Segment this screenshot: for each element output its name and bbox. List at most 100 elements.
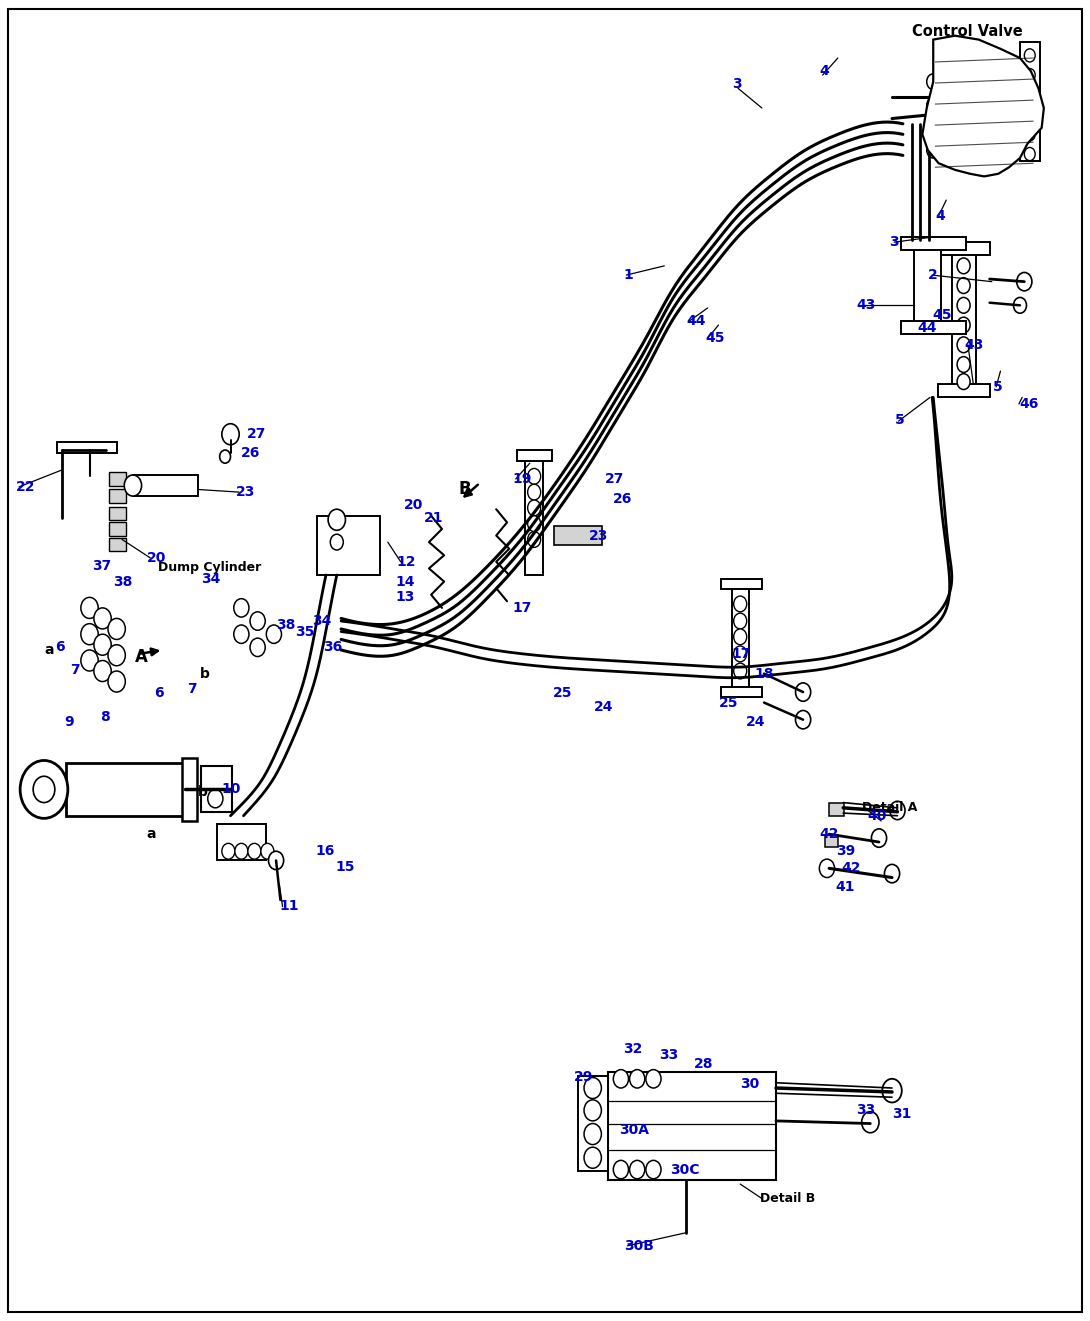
Circle shape xyxy=(33,777,54,803)
Bar xyxy=(608,1073,776,1180)
Circle shape xyxy=(871,828,886,847)
Circle shape xyxy=(926,143,940,159)
Text: 5: 5 xyxy=(993,380,1003,394)
Bar xyxy=(218,823,266,860)
Circle shape xyxy=(957,337,970,353)
Bar xyxy=(133,476,198,497)
Circle shape xyxy=(734,663,747,679)
Circle shape xyxy=(734,629,747,645)
Text: 17: 17 xyxy=(512,601,532,614)
Text: Control Valve: Control Valve xyxy=(911,24,1022,40)
Circle shape xyxy=(630,1070,645,1089)
Text: 23: 23 xyxy=(589,528,608,543)
Circle shape xyxy=(796,711,811,729)
Text: 13: 13 xyxy=(396,590,414,605)
Text: 46: 46 xyxy=(1019,398,1039,411)
Circle shape xyxy=(1025,69,1036,82)
Text: 25: 25 xyxy=(553,687,572,700)
Text: 34: 34 xyxy=(312,614,331,627)
Circle shape xyxy=(614,1070,629,1089)
Circle shape xyxy=(734,613,747,629)
Circle shape xyxy=(820,859,835,877)
Text: 27: 27 xyxy=(246,427,266,441)
Bar xyxy=(109,522,126,535)
Circle shape xyxy=(957,357,970,373)
Text: 34: 34 xyxy=(202,572,220,587)
Bar xyxy=(109,538,126,551)
Text: 30: 30 xyxy=(740,1077,760,1091)
Bar xyxy=(517,450,552,461)
Circle shape xyxy=(957,297,970,313)
Text: a: a xyxy=(146,827,156,841)
Text: 45: 45 xyxy=(932,308,952,321)
Text: 32: 32 xyxy=(623,1041,642,1055)
Text: 29: 29 xyxy=(574,1070,594,1085)
Text: 26: 26 xyxy=(614,491,632,506)
Text: 33: 33 xyxy=(857,1103,875,1118)
Circle shape xyxy=(94,634,111,655)
Text: 27: 27 xyxy=(605,472,623,486)
Circle shape xyxy=(528,515,541,531)
Text: 37: 37 xyxy=(92,559,111,573)
Bar xyxy=(720,579,762,589)
Text: 39: 39 xyxy=(836,844,855,859)
Text: b: b xyxy=(201,667,210,680)
Circle shape xyxy=(233,598,249,617)
Bar xyxy=(202,766,231,812)
Bar xyxy=(57,443,117,453)
Circle shape xyxy=(957,258,970,273)
Circle shape xyxy=(247,843,261,859)
Text: b: b xyxy=(198,785,208,799)
Circle shape xyxy=(208,790,223,808)
Circle shape xyxy=(328,509,346,530)
Circle shape xyxy=(584,1124,602,1144)
Circle shape xyxy=(81,624,98,645)
Circle shape xyxy=(94,660,111,682)
Circle shape xyxy=(222,843,234,859)
Circle shape xyxy=(957,374,970,390)
Text: 7: 7 xyxy=(187,683,197,696)
Text: Detail A: Detail A xyxy=(862,802,917,814)
Text: 43: 43 xyxy=(857,299,875,312)
Circle shape xyxy=(20,761,68,818)
Bar xyxy=(109,473,126,486)
Bar xyxy=(554,526,603,544)
Text: 4: 4 xyxy=(820,65,829,78)
Circle shape xyxy=(220,450,230,464)
Text: 10: 10 xyxy=(222,782,241,797)
Bar xyxy=(937,384,990,398)
Circle shape xyxy=(330,534,343,550)
Bar xyxy=(937,242,990,255)
Text: 20: 20 xyxy=(147,551,167,565)
Text: 18: 18 xyxy=(754,667,774,680)
Circle shape xyxy=(1025,128,1036,141)
Bar xyxy=(900,321,966,334)
Circle shape xyxy=(926,122,940,137)
Circle shape xyxy=(528,485,541,501)
Bar xyxy=(109,490,126,503)
Text: A: A xyxy=(135,647,148,666)
Text: 12: 12 xyxy=(397,555,416,569)
Text: 30B: 30B xyxy=(625,1239,654,1252)
Circle shape xyxy=(1017,272,1032,291)
Circle shape xyxy=(889,802,905,819)
Circle shape xyxy=(584,1147,602,1168)
Bar xyxy=(109,506,126,519)
Text: 11: 11 xyxy=(279,900,299,914)
Text: 44: 44 xyxy=(917,321,936,334)
Text: 14: 14 xyxy=(396,575,415,589)
Circle shape xyxy=(124,476,142,497)
Circle shape xyxy=(94,608,111,629)
Text: 38: 38 xyxy=(113,575,133,589)
Circle shape xyxy=(926,98,940,114)
Circle shape xyxy=(528,531,541,547)
Circle shape xyxy=(1025,108,1036,122)
Text: 3: 3 xyxy=(732,78,742,91)
Circle shape xyxy=(862,1112,879,1132)
Text: 31: 31 xyxy=(892,1107,911,1122)
Text: 24: 24 xyxy=(746,716,765,729)
Text: Dump Cylinder: Dump Cylinder xyxy=(158,560,262,573)
Bar xyxy=(952,252,976,398)
Circle shape xyxy=(1025,89,1036,102)
Text: 42: 42 xyxy=(820,827,839,841)
